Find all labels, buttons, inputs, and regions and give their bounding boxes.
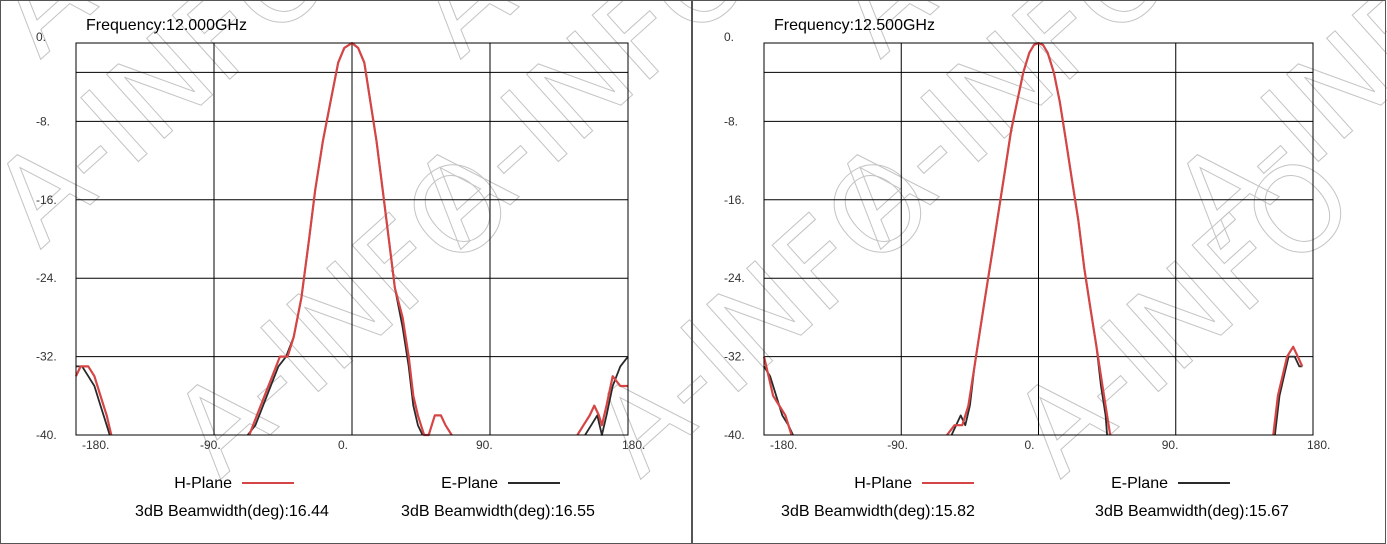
x-tick-label: 0. — [338, 438, 348, 452]
legend-h-plane-label: H-Plane — [174, 475, 232, 492]
series-line — [1274, 355, 1303, 436]
y-tick-label: -24. — [724, 271, 745, 285]
y-tick-label: 0. — [36, 30, 46, 44]
x-tick-label: -180. — [770, 438, 797, 452]
series-line — [946, 41, 1112, 436]
series-line — [1272, 345, 1304, 436]
chart-title: Frequency:12.500GHz — [774, 17, 935, 34]
x-tick-label: -90. — [200, 438, 221, 452]
legend-e-plane-label: E-Plane — [1111, 475, 1168, 492]
y-tick-label: -40. — [36, 428, 57, 442]
legend: H-Plane E-Plane — [854, 475, 1230, 492]
h-planeseries — [762, 41, 1304, 436]
legend-h-plane-label: H-Plane — [854, 475, 912, 492]
y-tick-label: -8. — [724, 114, 738, 128]
e-plane-beamwidth-label: 3dB Beamwidth(deg):15.67 — [1095, 503, 1289, 520]
series-line — [75, 365, 113, 436]
series-line — [762, 356, 793, 436]
y-tick-label: -16. — [724, 193, 745, 207]
legend: H-Plane E-Plane — [174, 475, 560, 492]
x-tick-label: 180. — [622, 438, 645, 452]
h-planeseries — [75, 41, 628, 437]
y-tick-label: 0. — [724, 30, 734, 44]
series-line — [76, 365, 111, 436]
chart-title: Frequency:12.000GHz — [86, 17, 247, 34]
x-tick-label: 0. — [1025, 438, 1035, 452]
x-tick-label: 90. — [1162, 438, 1179, 452]
pattern-panel-2: Frequency:12.500GHz 0. -8. -16. -24. -32. -40.… — [692, 0, 1386, 544]
plot-area-frame — [763, 42, 1314, 436]
x-tick-label: 180. — [1307, 438, 1330, 452]
plot-area-frame — [75, 42, 629, 436]
y-tick-label: -32. — [724, 350, 745, 364]
x-tick-label: 90. — [476, 438, 493, 452]
x-tick-label: -90. — [887, 438, 908, 452]
pattern-panel-1: Frequency:12.000GHz 0. -8. -16. -24. -32. -40.… — [0, 0, 692, 544]
series-line — [576, 375, 628, 436]
y-tick-label: -8. — [36, 114, 50, 128]
series-line — [248, 41, 453, 437]
h-plane-beamwidth-label: 3dB Beamwidth(deg):15.82 — [781, 503, 975, 520]
y-tick-label: -32. — [36, 350, 57, 364]
y-tick-label: -24. — [36, 271, 57, 285]
e-plane-beamwidth-label: 3dB Beamwidth(deg):16.55 — [401, 503, 595, 520]
legend-e-plane-label: E-Plane — [441, 475, 498, 492]
x-tick-label: -180. — [82, 438, 109, 452]
y-tick-label: -40. — [724, 428, 745, 442]
grid — [76, 43, 628, 435]
grid — [764, 43, 1313, 435]
h-plane-beamwidth-label: 3dB Beamwidth(deg):16.44 — [135, 503, 329, 520]
y-tick-label: -16. — [36, 193, 57, 207]
series-line — [584, 356, 629, 436]
